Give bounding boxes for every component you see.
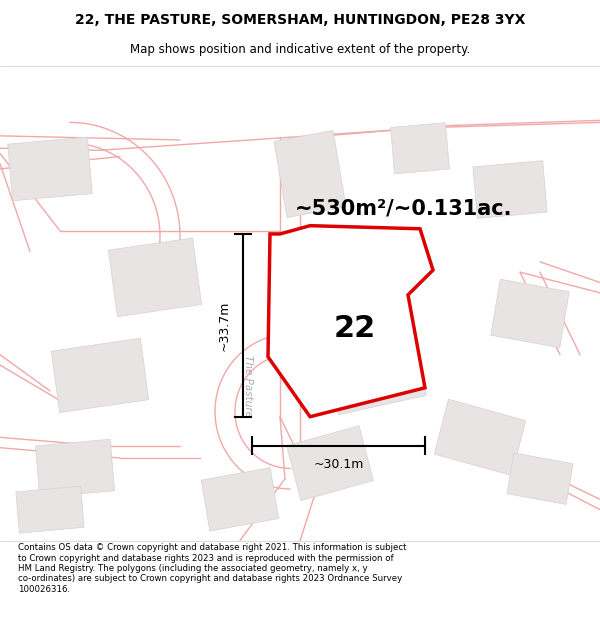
Text: 22: 22 [334,314,376,344]
Text: ~33.7m: ~33.7m [218,300,231,351]
Text: The Pasture: The Pasture [243,355,253,417]
Polygon shape [35,439,115,498]
Text: 22, THE PASTURE, SOMERSHAM, HUNTINGDON, PE28 3YX: 22, THE PASTURE, SOMERSHAM, HUNTINGDON, … [75,12,525,27]
Polygon shape [473,161,547,218]
Polygon shape [201,468,279,531]
Polygon shape [8,137,92,201]
Polygon shape [274,131,346,218]
Polygon shape [434,399,526,476]
Polygon shape [268,226,433,417]
Text: Contains OS data © Crown copyright and database right 2021. This information is : Contains OS data © Crown copyright and d… [18,543,407,594]
Polygon shape [314,274,427,415]
Polygon shape [16,486,84,533]
Polygon shape [507,453,573,504]
Polygon shape [491,279,569,348]
Polygon shape [109,238,202,317]
Text: ~30.1m: ~30.1m [313,458,364,471]
Text: Map shows position and indicative extent of the property.: Map shows position and indicative extent… [130,42,470,56]
Polygon shape [391,122,449,174]
Polygon shape [287,426,373,501]
Polygon shape [51,338,149,412]
Text: ~530m²/~0.131ac.: ~530m²/~0.131ac. [295,198,512,218]
